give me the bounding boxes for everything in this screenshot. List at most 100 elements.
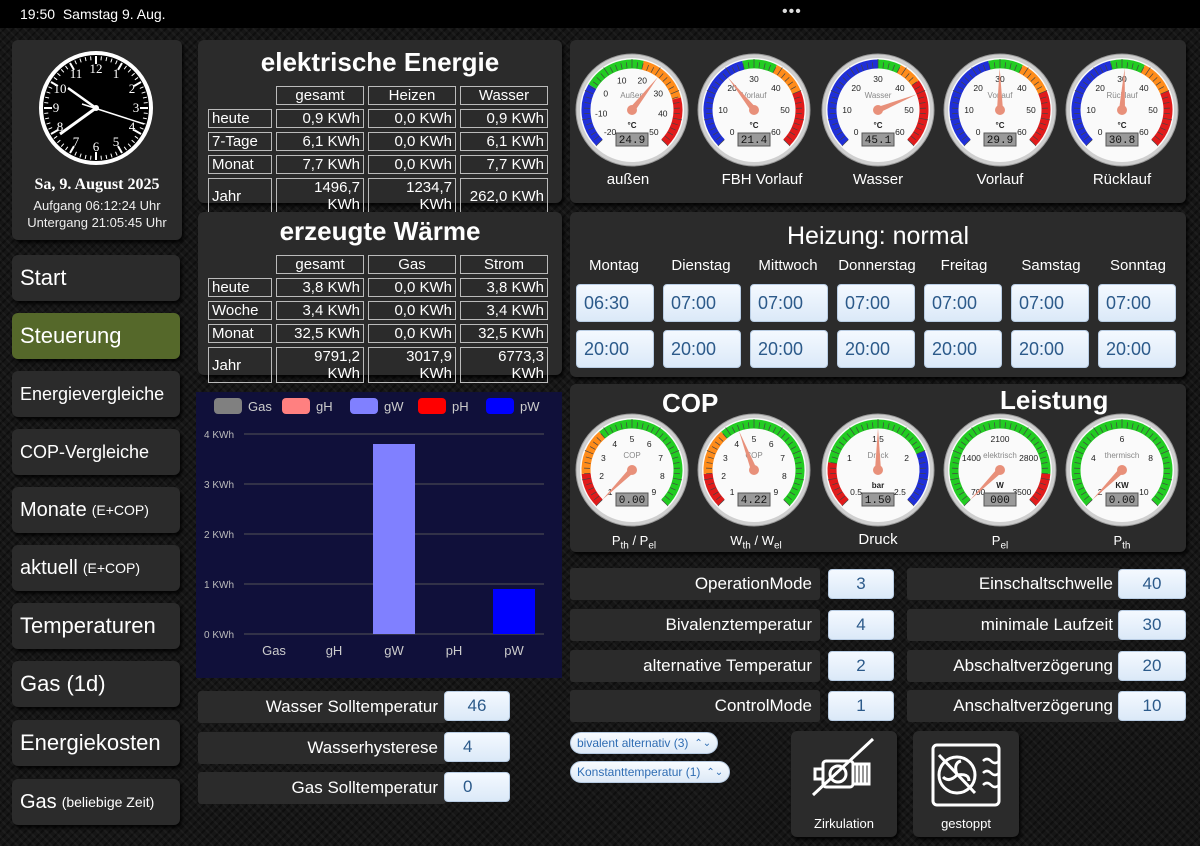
off-time-input[interactable]: 20:00 [1098,330,1176,368]
on-time-input[interactable]: 07:00 [924,284,1002,322]
off-time-input[interactable]: 20:00 [1011,330,1089,368]
y-tick-label: 0 KWh [204,630,234,641]
nav-gas-1d[interactable]: Gas (1d) [12,661,180,707]
nav-monate[interactable]: Monate (E+COP) [12,487,180,533]
abschaltverzoegerung-input[interactable]: 20 [1118,651,1186,681]
gauge-dial: 123456789COP0.00 [575,413,689,527]
svg-text:11: 11 [70,66,83,81]
gauge-label-pel: Pel [991,533,1009,552]
svg-text:Wasser: Wasser [865,91,892,100]
legend-label: pH [452,399,469,414]
nav-cop-vergleiche[interactable]: COP-Vergleiche [12,429,180,475]
svg-text:1400: 1400 [962,453,981,463]
gauge-label-cop-p: Pth / Pel [611,533,657,552]
on-time-input[interactable]: 07:00 [663,284,741,322]
gauge-needle [602,467,635,500]
control-select[interactable]: Konstanttemperatur (1) ⌃⌄ [570,761,731,783]
svg-text:10: 10 [617,76,627,86]
off-time-input[interactable]: 20:00 [924,330,1002,368]
gauge-label-vorlauf: Vorlauf [976,171,1024,188]
on-time-input[interactable]: 07:00 [1098,284,1176,322]
param-row: alternative Temperatur [570,650,820,682]
nav-steuerung[interactable]: Steuerung [12,313,180,359]
water-hysteresis-input[interactable]: 4 [444,732,510,762]
pump-off-icon [811,737,875,797]
svg-text:1: 1 [847,453,852,463]
svg-text:1: 1 [113,66,120,81]
col-header: gesamt [276,86,364,105]
svg-text:30: 30 [654,89,664,99]
nav-aktuell[interactable]: aktuell (E+COP) [12,545,180,591]
svg-text:9: 9 [53,100,60,115]
nav-energiekosten[interactable]: Energiekosten [12,720,180,766]
param-row: Einschaltschwelle [907,568,1121,600]
svg-text:50: 50 [1148,105,1158,115]
stopped-button[interactable]: gestoppt [913,731,1019,837]
water-setpoint-input[interactable]: 46 [444,691,510,721]
min-laufzeit-input[interactable]: 30 [1118,610,1186,640]
svg-text:0.00: 0.00 [619,495,645,507]
svg-text:°C: °C [996,121,1005,130]
svg-text:bar: bar [872,481,884,490]
nav-temperaturen[interactable]: Temperaturen [12,603,180,649]
svg-text:7: 7 [73,134,80,149]
svg-text:6: 6 [647,439,652,449]
svg-text:30: 30 [749,74,759,84]
more-icon[interactable]: ••• [782,3,802,20]
svg-text:6: 6 [769,439,774,449]
svg-text:40: 40 [771,83,781,93]
svg-text:30.8: 30.8 [1109,135,1135,147]
svg-text:1: 1 [730,487,735,497]
on-time-input[interactable]: 07:00 [837,284,915,322]
svg-text:5: 5 [630,434,635,444]
anschaltverzoegerung-input[interactable]: 10 [1118,691,1186,721]
off-time-input[interactable]: 20:00 [663,330,741,368]
control-mode-input[interactable]: 1 [828,691,894,721]
einschaltschwelle-input[interactable]: 40 [1118,569,1186,599]
off-time-input[interactable]: 20:00 [576,330,654,368]
nav-start[interactable]: Start [12,255,180,301]
on-time-input[interactable]: 06:30 [576,284,654,322]
col-header: Gas [368,255,456,274]
legend-label: gW [384,399,404,414]
svg-text:°C: °C [1118,121,1127,130]
col-header: Strom [460,255,548,274]
day-label: Montag [588,257,640,274]
svg-text:40: 40 [658,108,668,118]
svg-text:3: 3 [601,453,606,463]
y-tick-label: 4 KWh [204,430,234,441]
svg-text:50: 50 [649,127,659,137]
svg-text:7: 7 [658,453,663,463]
nav-energievergleiche[interactable]: Energievergleiche [12,371,180,417]
mode-select[interactable]: bivalent alternativ (3) ⌃⌄ [570,732,719,754]
off-time-input[interactable]: 20:00 [837,330,915,368]
nav-gas-zeit[interactable]: Gas (beliebige Zeit) [12,779,180,825]
x-tick-label: gW [384,643,404,658]
svg-text:9: 9 [652,487,657,497]
bivalenz-input[interactable]: 4 [828,610,894,640]
day-label: Freitag [940,257,988,274]
svg-text:10: 10 [1139,487,1149,497]
svg-text:60: 60 [771,127,781,137]
gauge-needle [738,430,757,472]
gauge-dial: 7001400210028003500elektrischW000 [943,413,1057,527]
operation-mode-input[interactable]: 3 [828,569,894,599]
bar-gW [373,444,415,634]
chevron-updown-icon: ⌃⌄ [706,766,724,778]
svg-text:0.00: 0.00 [1109,495,1135,507]
circulation-button[interactable]: Zirkulation [791,731,897,837]
table-row: Monat 32,5 KWh 0,0 KWh 32,5 KWh [208,324,548,343]
svg-text:0: 0 [603,89,608,99]
on-time-input[interactable]: 07:00 [1011,284,1089,322]
svg-text:8: 8 [57,119,64,134]
gas-setpoint-input[interactable]: 0 [444,772,510,802]
on-time-input[interactable]: 07:00 [750,284,828,322]
electric-energy-title: elektrische Energie [260,47,500,77]
gauge-dial: 0 10 20 30 40 50 60 Vorlauf °C 21.4 [697,53,811,167]
svg-text:°C: °C [874,121,883,130]
alt-temp-input[interactable]: 2 [828,651,894,681]
svg-text:COP: COP [745,451,762,460]
param-row: minimale Laufzeit [907,609,1121,641]
off-time-input[interactable]: 20:00 [750,330,828,368]
col-header: Heizen [368,86,456,105]
